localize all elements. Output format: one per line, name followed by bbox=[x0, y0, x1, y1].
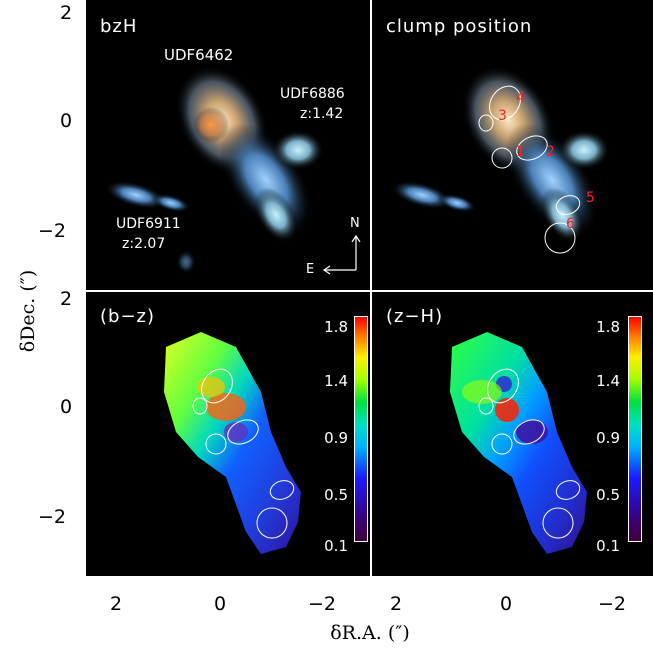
x-axis-label: δR.A. (″) bbox=[330, 622, 410, 644]
y-tick: 2 bbox=[60, 288, 73, 310]
y-tick: 0 bbox=[60, 396, 73, 418]
panel-title: (b−z) bbox=[100, 306, 156, 327]
clump-image bbox=[390, 65, 610, 254]
colorbar-tick: 1.4 bbox=[596, 372, 620, 390]
bzh-image bbox=[104, 65, 361, 275]
clump-label: 5 bbox=[586, 190, 595, 206]
galaxy-redshift-udf6886: z:1.42 bbox=[300, 106, 344, 122]
compass-east: E bbox=[306, 262, 315, 277]
clump-label: 4 bbox=[516, 90, 525, 106]
x-tick: 0 bbox=[500, 593, 513, 615]
galaxy-label-main: UDF6462 bbox=[164, 46, 234, 64]
colorbar bbox=[628, 316, 642, 542]
colorbar-tick: 0.9 bbox=[596, 429, 620, 447]
colorbar-tick: 0.1 bbox=[324, 537, 348, 555]
galaxy-label-udf6911: UDF6911 bbox=[116, 216, 181, 232]
clump-ellipse bbox=[544, 222, 576, 254]
panel-title: (z−H) bbox=[386, 306, 444, 327]
panel-divider-horizontal bbox=[86, 290, 653, 292]
colorbar-tick: 0.9 bbox=[324, 429, 348, 447]
compass-north: N bbox=[350, 216, 360, 231]
panel-clump-position: clump position 4 3 1 2 5 6 bbox=[372, 0, 653, 290]
x-tick: −2 bbox=[598, 593, 627, 615]
colorbar bbox=[354, 316, 368, 542]
colorbar-tick: 1.4 bbox=[324, 372, 348, 390]
y-axis-label: δDec. (″) bbox=[17, 269, 39, 353]
colorbar-tick: 0.5 bbox=[596, 486, 620, 504]
clump-ellipse bbox=[516, 135, 548, 161]
panel-z-h-color-map: (z−H) 1.8 1.4 0.9 0.5 0.1 bbox=[372, 292, 653, 576]
panel-title: clump position bbox=[386, 16, 533, 37]
panel-title: bzH bbox=[100, 16, 138, 37]
y-tick: −2 bbox=[38, 506, 67, 528]
clump-label: 6 bbox=[566, 216, 575, 232]
colorbar-tick: 1.8 bbox=[324, 318, 348, 336]
b-z-color-map bbox=[164, 332, 301, 554]
x-tick: −2 bbox=[308, 593, 337, 615]
clump-ellipse bbox=[491, 147, 513, 169]
z-h-color-map bbox=[450, 332, 587, 554]
y-tick: −2 bbox=[38, 220, 67, 242]
clump-ellipse bbox=[489, 85, 521, 121]
colorbar-tick: 0.1 bbox=[596, 537, 620, 555]
colorbar-tick: 1.8 bbox=[596, 318, 620, 336]
y-tick: 2 bbox=[60, 2, 73, 24]
galaxy-label-udf6886: UDF6886 bbox=[280, 86, 345, 102]
panel-b-z-color-map: (b−z) 1.8 1.4 0.9 0.5 0.1 bbox=[86, 292, 370, 576]
galaxy-redshift-udf6911: z:2.07 bbox=[122, 236, 166, 252]
panel-bzh-image: bzH UDF6462 UDF6886 z:1.42 UDF6911 z:2.0… bbox=[86, 0, 370, 290]
panel-divider-vertical bbox=[370, 0, 372, 576]
clump-ellipse bbox=[478, 114, 494, 132]
clump-label: 1 bbox=[516, 144, 525, 160]
colorbar-tick: 0.5 bbox=[324, 486, 348, 504]
x-tick: 2 bbox=[390, 593, 403, 615]
x-tick: 0 bbox=[214, 593, 227, 615]
x-tick: 2 bbox=[110, 593, 123, 615]
clump-label: 2 bbox=[546, 144, 555, 160]
clump-label: 3 bbox=[498, 108, 507, 124]
clump-ellipse bbox=[555, 195, 581, 215]
y-tick: 0 bbox=[60, 110, 73, 132]
